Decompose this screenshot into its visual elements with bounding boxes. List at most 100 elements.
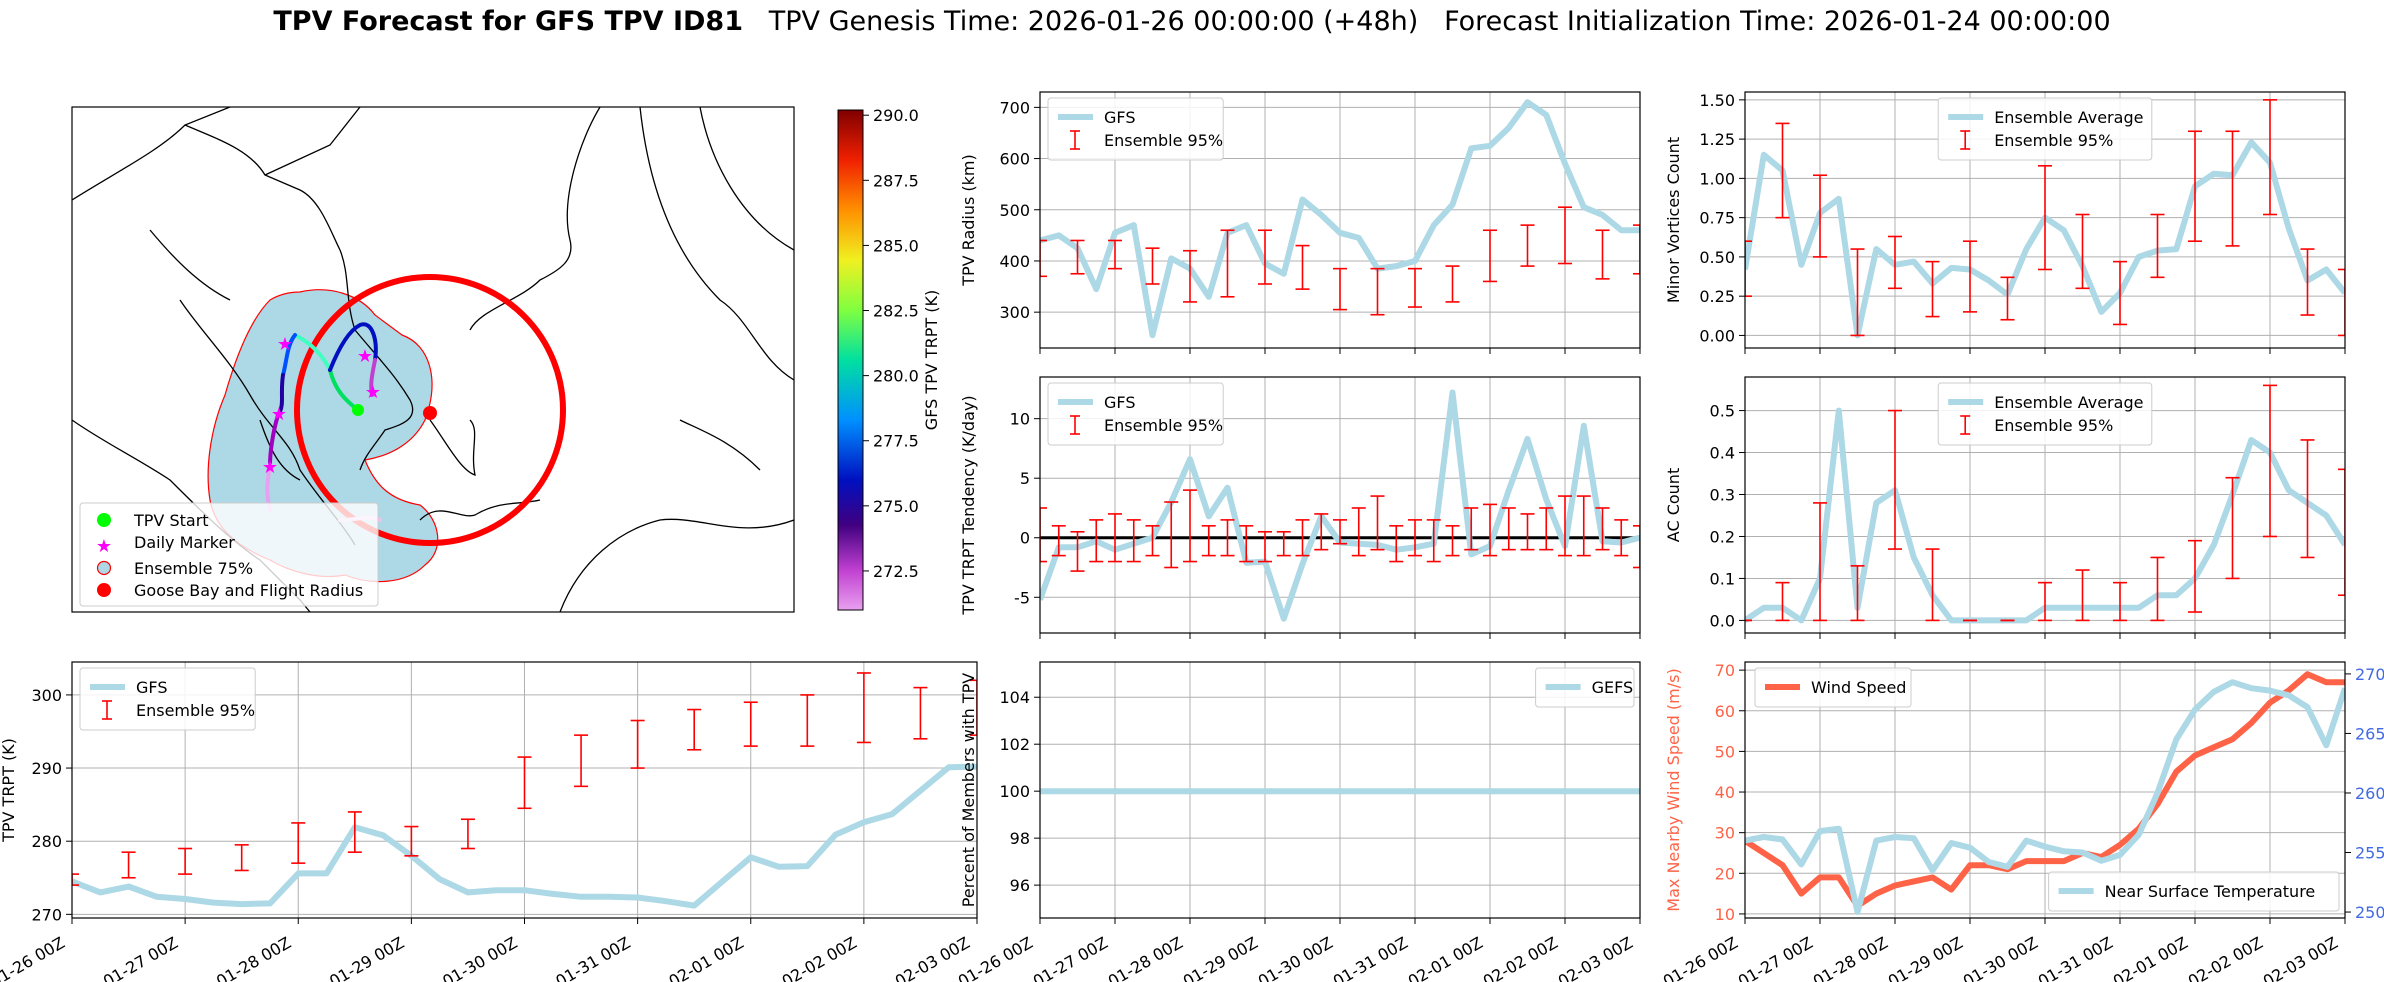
ensemble-errorbar: [1925, 548, 1940, 622]
y-tick-label: 500: [999, 201, 1030, 220]
flight-radius-circle: [294, 274, 566, 546]
y-tick-label: 70: [1715, 661, 1735, 680]
ensemble-errorbar: [1351, 507, 1366, 557]
svg-text:★: ★: [271, 404, 287, 425]
ensemble-errorbar: [1483, 229, 1497, 283]
ensemble-errorbar: [1520, 224, 1535, 267]
y-tick-label: 0.0: [1710, 611, 1735, 630]
legend-swatch: [1070, 130, 1080, 150]
ensemble-errorbar: [404, 825, 419, 857]
y-tick-label: 300: [999, 303, 1030, 322]
colorbar-tick-label: 280.0: [873, 367, 919, 386]
ensemble-errorbar: [1258, 229, 1272, 285]
ensemble-errorbar: [1558, 206, 1572, 265]
ensemble-errorbar: [1164, 501, 1179, 569]
y-tick-label: 100: [999, 782, 1030, 801]
ensemble-errorbar: [72, 873, 79, 886]
chart-legend: GFS Ensemble 95%: [1047, 97, 1224, 161]
y-tick-label: -5: [1014, 588, 1030, 607]
axes-frame: [1039, 376, 1641, 634]
ensemble-errorbar: [2113, 581, 2127, 622]
ensemble-errorbar: [1070, 530, 1085, 572]
ensemble-errorbar: [2075, 213, 2090, 290]
ensemble-errorbar: [2113, 260, 2127, 326]
ensemble-errorbar: [1775, 581, 1790, 622]
ensemble-errorbar: [1408, 267, 1422, 308]
x-tick-label: 01-30 00Z: [1960, 933, 2041, 982]
x-tick-label: 01-30 00Z: [1255, 933, 1336, 982]
ensemble-errorbar: [1370, 495, 1385, 551]
axes-frame: [71, 661, 978, 919]
ensemble-errorbar: [2300, 439, 2315, 559]
ensemble-errorbar: [1389, 525, 1404, 563]
ensemble-errorbar: [2300, 248, 2315, 316]
ensemble-errorbar: [517, 756, 532, 810]
plot-area: [1745, 99, 2345, 339]
chart-minor_vortices: 0.00 0.25 0.50 0.75 1.00 1.25 1.50 Minor Vortic…: [1664, 91, 2346, 354]
svg-text:★: ★: [277, 334, 293, 355]
y-axis-label: Max Nearby Wind Speed (m/s): [1664, 668, 1683, 911]
legend-swatch: [1960, 130, 1971, 150]
ensemble-errorbar: [1850, 565, 1865, 622]
ensemble-errorbar: [1925, 260, 1940, 318]
chart-legend: GFS Ensemble 95%: [79, 667, 256, 731]
ensemble-errorbar: [1445, 265, 1460, 303]
legend-tpv-start: TPV Start: [133, 511, 209, 530]
ensemble-errorbar: [1333, 519, 1347, 545]
y-tick-label: 0: [1020, 529, 1030, 548]
y-tick-label: 280: [31, 832, 62, 851]
ensemble-errorbar: [1258, 530, 1272, 563]
y-tick-label: 0.5: [1710, 402, 1735, 421]
ensemble-errorbar: [460, 818, 475, 850]
ensemble-errorbar: [2150, 213, 2165, 279]
y-tick-label: 0.1: [1710, 569, 1735, 588]
ensemble-errorbar: [1333, 267, 1347, 311]
y-tick-label: 50: [1715, 742, 1735, 761]
y-tick-label: 40: [1715, 783, 1735, 802]
goose-bay-marker: [423, 406, 437, 420]
colorbar-tick-label: 287.5: [873, 171, 919, 190]
ensemble-errorbar: [1813, 502, 1827, 622]
x-tick-label: 02-02 00Z: [2185, 933, 2266, 982]
ensemble-errorbar: [1108, 239, 1122, 270]
axes-frame: [1744, 91, 2346, 349]
y-tick-label: 104: [999, 688, 1030, 707]
y-tick-label: 10: [1010, 410, 1030, 429]
chart-tendency: -5 0 5 10 TPV TRPT Tendency (K/day) GFS Ensemb…: [959, 376, 1641, 639]
x-tick-label: 02-02 00Z: [779, 933, 860, 982]
ensemble-errorbar: [1408, 519, 1422, 557]
ensemble-errorbar: [1963, 240, 1977, 313]
chart-radius: 300 400 500 600 700 TPV Radius (km) GFS Ensembl…: [959, 91, 1641, 354]
y-tick-label: 98: [1010, 829, 1030, 848]
legend-label: Ensemble 95%: [1104, 416, 1223, 435]
ensemble-errorbar: [2188, 130, 2202, 243]
ensemble-errorbar: [1888, 409, 1902, 550]
y-tick-label: 270: [31, 905, 62, 924]
colorbar-tick-label: 282.5: [873, 302, 919, 321]
ensemble-errorbar: [1595, 507, 1610, 551]
y2-tick-label: 265: [2355, 724, 2384, 743]
x-tick-label: 01-29 00Z: [1885, 933, 1966, 982]
ensemble-errorbar: [913, 686, 928, 740]
y-tick-label: 10: [1715, 905, 1735, 924]
y-tick-label: 60: [1715, 702, 1735, 721]
y-axis-label: Minor Vortices Count: [1664, 137, 1683, 303]
y-axis-label: TPV TRPT Tendency (K/day): [959, 395, 978, 615]
ensemble-errorbar: [1633, 224, 1640, 275]
chart-legend: GEFS: [1535, 667, 1635, 708]
colorbar-tick-label: 275.0: [873, 497, 919, 516]
legend-label: Near Surface Temperature: [2105, 882, 2316, 901]
axes-frame: [1744, 661, 2346, 919]
colorbar-tick-label: 285.0: [873, 236, 919, 255]
tpv-track-map: ★ ★ ★ ★ ★ ★ TPV Start Daily Marker Ensemble…: [71, 106, 941, 613]
x-tick-label: 01-27 00Z: [1030, 933, 1111, 982]
x-tick-label: 01-28 00Z: [1105, 933, 1186, 982]
legend-label: Ensemble 95%: [136, 701, 255, 720]
svg-text:★: ★: [96, 536, 112, 557]
ensemble-errorbar: [1220, 229, 1235, 298]
legend-label: Ensemble 95%: [1104, 131, 1223, 150]
x-tick-label: 01-26 00Z: [0, 933, 68, 982]
